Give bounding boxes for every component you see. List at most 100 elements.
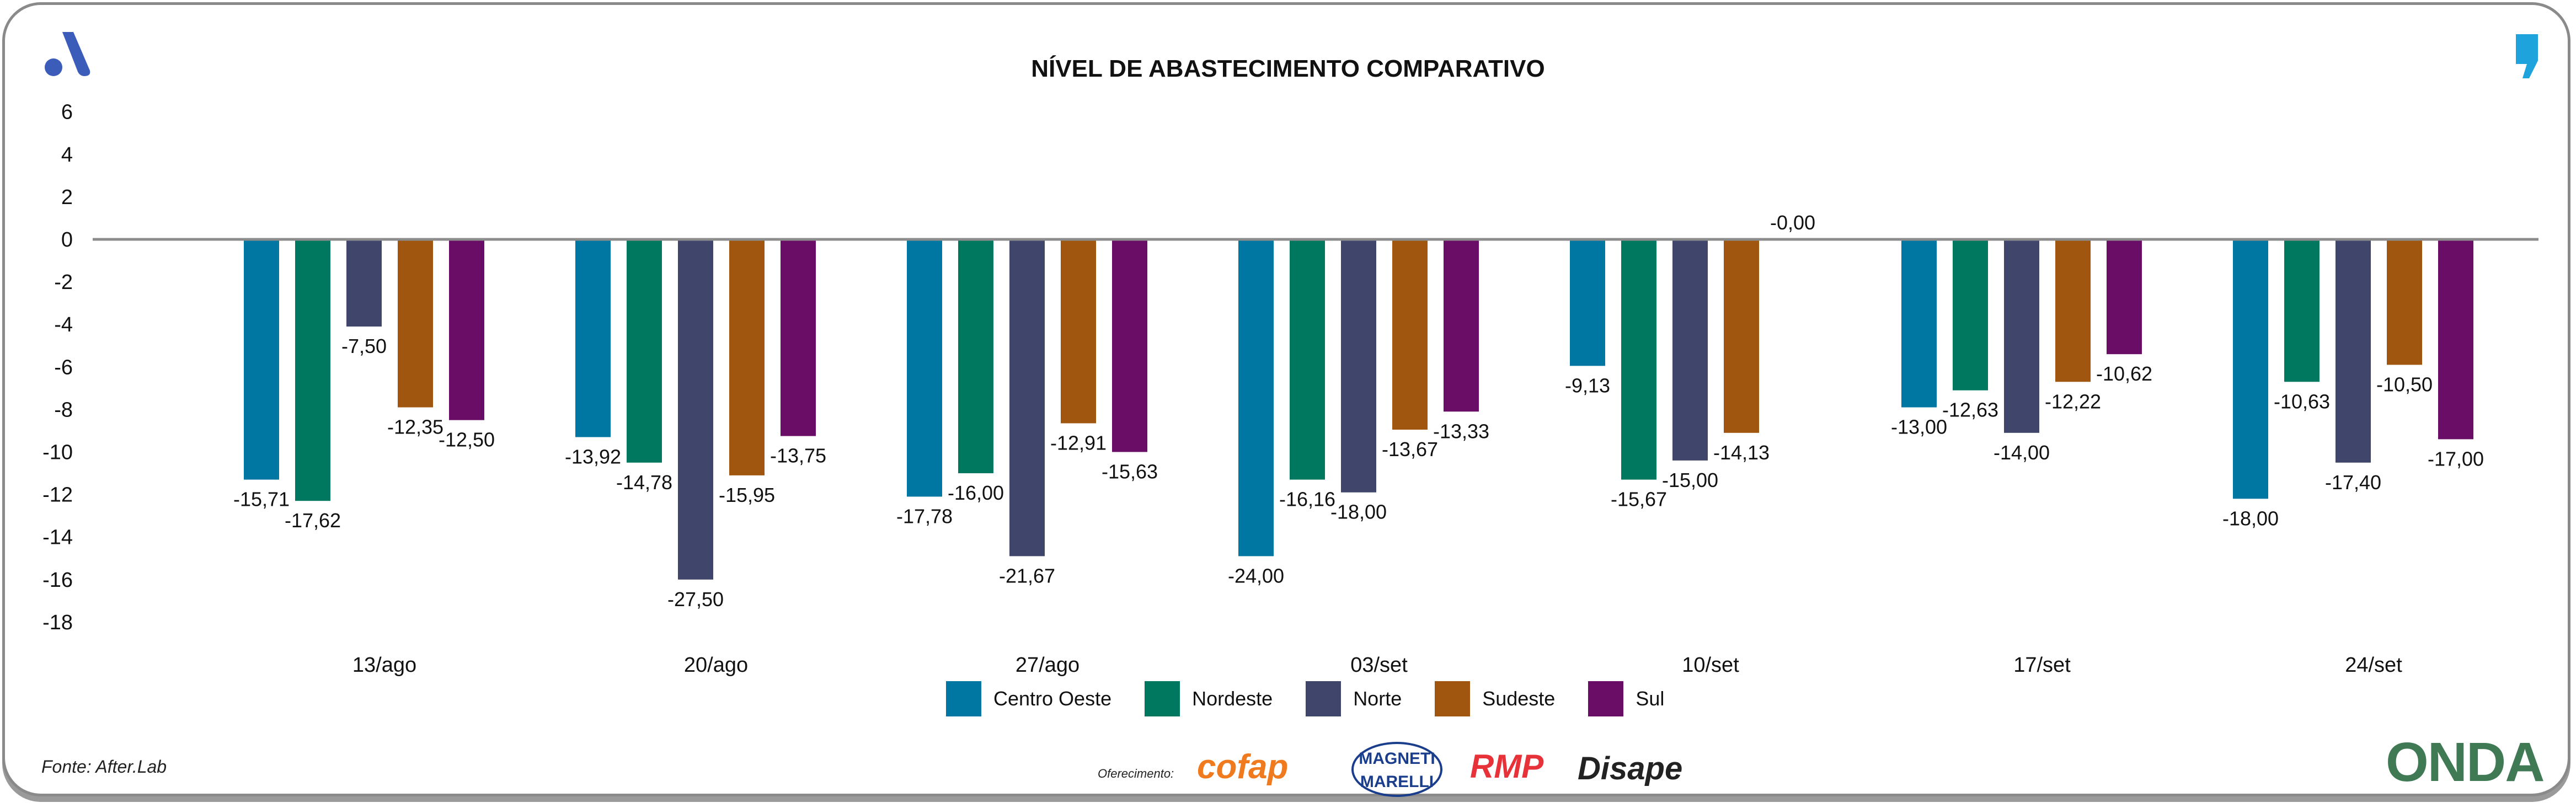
brand-a-logo-icon (41, 28, 97, 80)
legend-swatch (946, 681, 981, 716)
sponsor-disape-logo: Disape (1578, 751, 1683, 786)
bar-centro-oeste (1570, 239, 1605, 366)
bar-nordeste (295, 239, 330, 501)
bar-centro-oeste (244, 239, 279, 480)
y-tick-label: 2 (61, 186, 73, 209)
data-label: -17,62 (285, 509, 341, 532)
y-tick-label: -6 (54, 356, 73, 379)
y-tick-label: -2 (54, 271, 73, 294)
y-tick-label: -8 (54, 398, 73, 421)
bar-sudeste (2055, 239, 2091, 382)
legend-item: Nordeste (1145, 681, 1273, 716)
data-label: -12,22 (2045, 390, 2101, 413)
bar-norte (2335, 239, 2371, 463)
bar-sudeste (1392, 239, 1428, 430)
data-label: -13,00 (1891, 416, 1947, 438)
data-label: -14,13 (1713, 441, 1770, 464)
y-tick-label: 6 (61, 101, 73, 124)
onda-brand-logo: ONDA (2386, 731, 2545, 793)
data-label: -7,50 (341, 335, 387, 357)
data-label: -13,92 (565, 446, 621, 468)
legend-item: Centro Oeste (946, 681, 1111, 716)
offer-label: Oferecimento: (1098, 767, 1174, 780)
bar-norte (1341, 239, 1376, 493)
y-tick-label: -16 (42, 569, 73, 592)
y-tick-label: 4 (61, 143, 73, 167)
bar-centro-oeste (2233, 239, 2268, 499)
data-label: -12,35 (387, 416, 443, 438)
bar-sul (781, 239, 816, 436)
bar-norte (1009, 239, 1045, 556)
y-tick-label: -12 (42, 484, 73, 507)
y-tick-label: 0 (61, 228, 73, 252)
bar-sudeste (2387, 239, 2422, 365)
bar-centro-oeste (1238, 239, 1274, 556)
bar-sul (2438, 239, 2473, 440)
bar-sul (1444, 239, 1479, 412)
sponsor-cofap-logo: cofap (1197, 748, 1289, 786)
x-category-label: 10/set (1682, 654, 1739, 677)
bar-sul (1112, 239, 1147, 452)
x-category-label: 17/set (2013, 654, 2071, 677)
data-label: -12,91 (1050, 431, 1107, 454)
data-label: -0,00 (1770, 211, 1815, 234)
bar-sudeste (398, 239, 433, 408)
data-label: -16,16 (1279, 488, 1335, 511)
x-category-label: 20/ago (684, 654, 748, 677)
bar-sul (2107, 239, 2142, 355)
data-label: -17,00 (2428, 447, 2484, 470)
bar-sudeste (1724, 239, 1759, 433)
bar-nordeste (627, 239, 662, 463)
data-label: -10,62 (2096, 362, 2152, 385)
y-tick-label: -18 (42, 611, 73, 634)
data-label: -12,50 (439, 429, 495, 451)
sponsor-magneti-marelli-logo: MAGNETI MARELLI (1351, 742, 1442, 797)
data-label: -13,33 (1433, 420, 1489, 442)
data-label: -27,50 (667, 588, 724, 611)
data-label: -21,67 (999, 564, 1055, 587)
data-label: -18,00 (2222, 507, 2279, 529)
legend-swatch (1306, 681, 1342, 716)
data-label: -15,71 (233, 488, 290, 511)
sponsor-rmp-logo: RMP (1470, 748, 1544, 785)
bar-norte (1672, 239, 1708, 461)
bar-nordeste (1290, 239, 1325, 480)
data-label: -15,95 (719, 484, 775, 506)
bar-sudeste (1061, 239, 1096, 424)
bar-nordeste (958, 239, 993, 474)
legend-swatch (1588, 681, 1624, 716)
bar-centro-oeste (1901, 239, 1937, 408)
data-label: -17,40 (2325, 471, 2381, 494)
legend-item: Norte (1306, 681, 1402, 716)
data-label: -16,00 (948, 481, 1004, 504)
x-category-label: 24/set (2345, 654, 2402, 677)
data-label: -10,50 (2376, 373, 2433, 395)
bar-nordeste (1953, 239, 1988, 390)
x-category-label: 03/set (1350, 654, 1408, 677)
data-label: -18,00 (1330, 501, 1387, 523)
data-label: -12,63 (1942, 399, 1998, 421)
bar-norte (678, 239, 713, 580)
source-note: Fonte: After.Lab (41, 757, 167, 777)
data-label: -14,00 (1994, 441, 2050, 464)
data-label: -15,63 (1102, 461, 1158, 483)
bar-nordeste (2284, 239, 2320, 382)
legend-label: Sudeste (1482, 687, 1556, 710)
x-category-label: 13/ago (352, 654, 416, 677)
bar-norte (346, 239, 382, 327)
bar-sudeste (729, 239, 765, 475)
y-tick-label: -4 (54, 313, 73, 336)
data-label: -17,78 (896, 505, 953, 527)
data-label: -10,63 (2274, 390, 2330, 413)
y-tick-label: -14 (42, 526, 73, 549)
bar-centro-oeste (907, 239, 942, 497)
legend-item: Sul (1588, 681, 1664, 716)
legend-label: Nordeste (1192, 687, 1273, 710)
data-label: -13,75 (770, 445, 826, 467)
legend: Centro Oeste Nordeste Norte Sudeste Sul (946, 681, 1697, 716)
data-label: -9,13 (1565, 374, 1610, 397)
legend-swatch (1435, 681, 1471, 716)
legend-label: Sul (1636, 687, 1665, 710)
legend-swatch (1145, 681, 1180, 716)
chart-title: NÍVEL DE ABASTECIMENTO COMPARATIVO (1031, 55, 1545, 82)
